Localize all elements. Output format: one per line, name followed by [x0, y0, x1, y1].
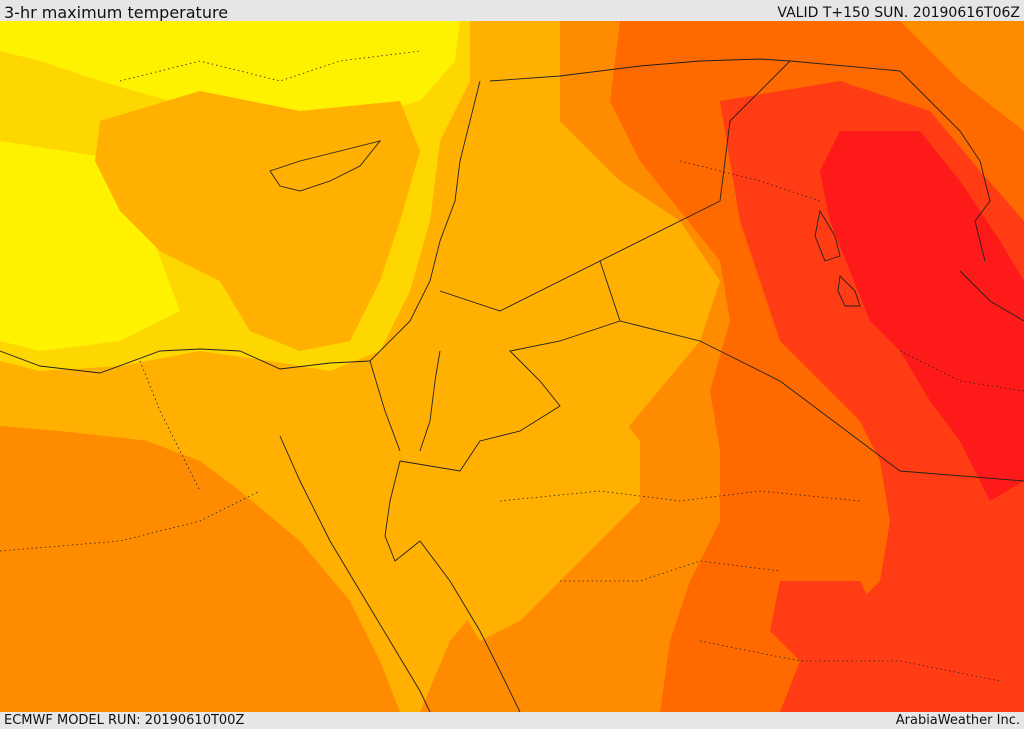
temperature-zone-light-orange — [0, 381, 300, 491]
map-title: 3-hr maximum temperature — [4, 3, 229, 22]
temperature-zone-light-orange — [95, 91, 420, 351]
temperature-zone-pale-yellow — [0, 21, 460, 121]
model-run: ECMWF MODEL RUN: 20190610T00Z — [4, 713, 245, 728]
temperature-map — [0, 21, 1024, 712]
header-bar: 3-hr maximum temperature VALID T+150 SUN… — [0, 0, 1024, 22]
valid-time: VALID T+150 SUN. 20190616T06Z — [777, 5, 1020, 21]
temperature-zone-orange — [0, 421, 400, 712]
footer-bar: ECMWF MODEL RUN: 20190610T00Z ArabiaWeat… — [0, 712, 1024, 729]
credit: ArabiaWeather Inc. — [895, 713, 1020, 728]
province-border — [0, 50, 1024, 682]
coastline — [0, 58, 1024, 712]
temperature-zone-light-orange — [420, 381, 640, 641]
temperature-zone-red — [820, 131, 1024, 501]
temperature-zone-red-orange — [770, 581, 880, 661]
country-border — [369, 60, 1024, 482]
